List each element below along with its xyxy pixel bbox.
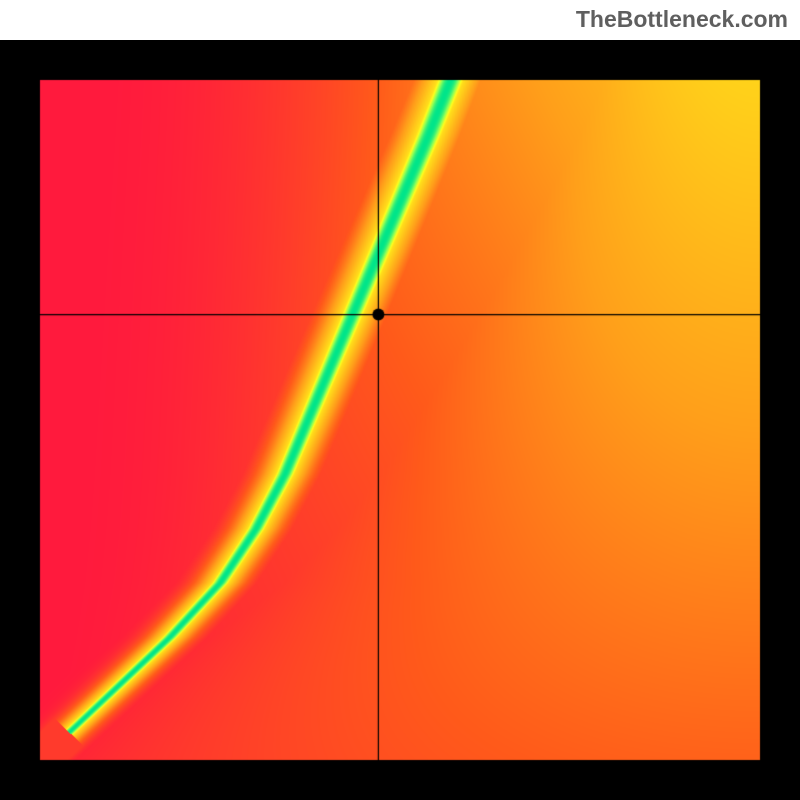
watermark-text: TheBottleneck.com	[576, 6, 788, 33]
bottleneck-heatmap	[0, 40, 800, 800]
